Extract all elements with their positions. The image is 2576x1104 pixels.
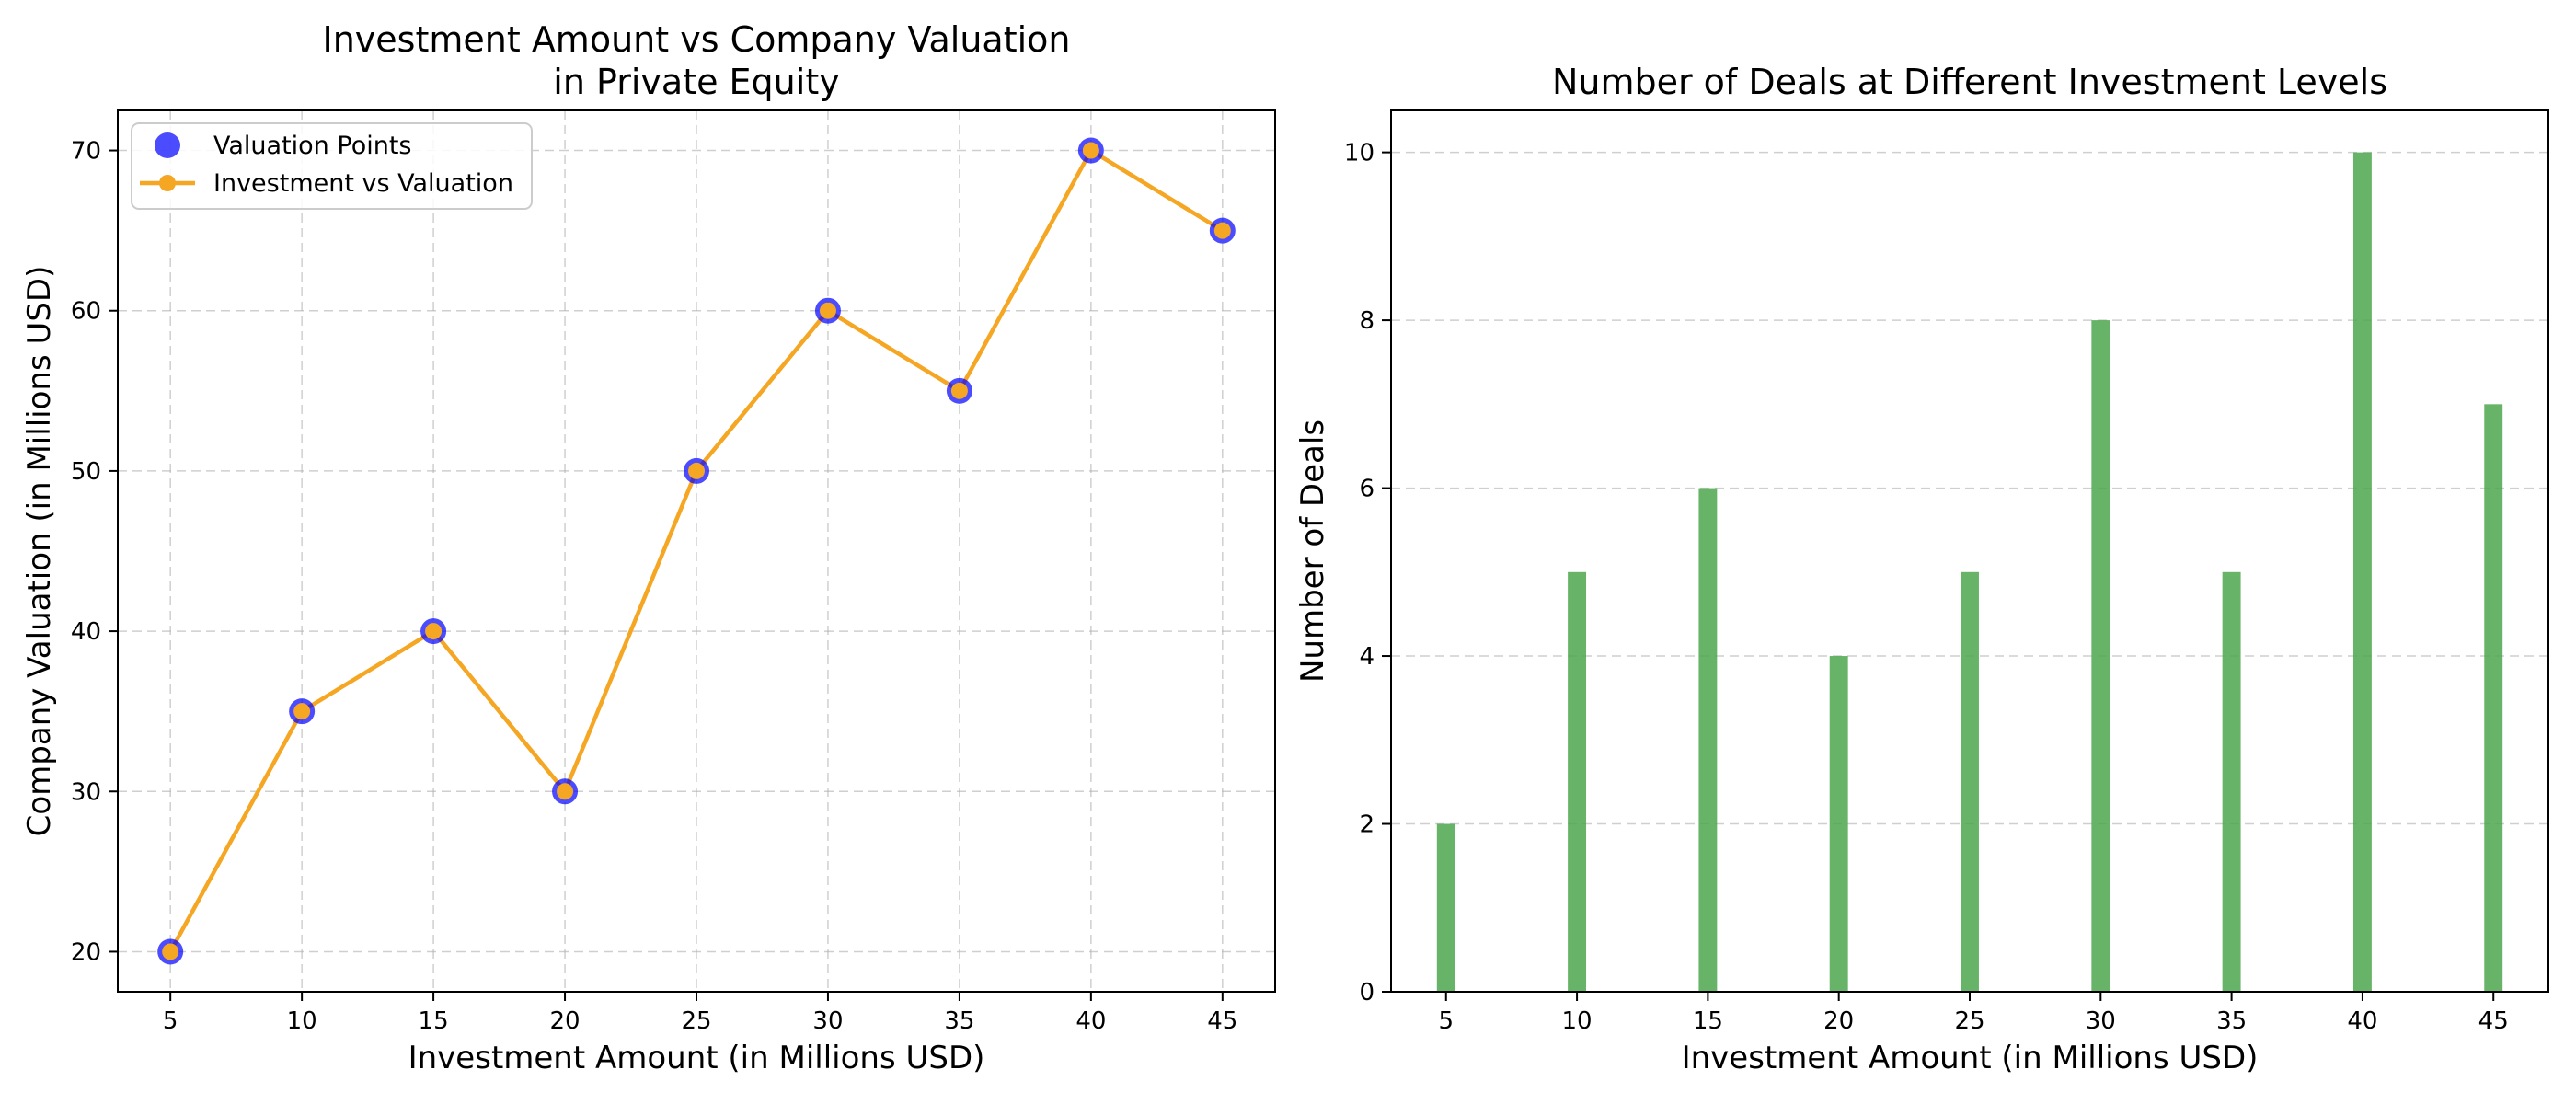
left-chart-legend: Valuation Points Investment vs Valuation (131, 122, 533, 210)
right-chart-x-ticks: 5 10 15 20 25 30 35 40 45 (1438, 992, 2509, 1035)
left-y-tick-label: 30 (71, 778, 101, 806)
right-x-tick-label: 10 (1562, 1007, 1593, 1035)
right-y-tick-label: 10 (1344, 140, 1374, 167)
right-x-tick-label: 15 (1693, 1007, 1723, 1035)
deal-count-bar (2352, 152, 2372, 993)
line-marker (1213, 222, 1231, 239)
valuation-points (157, 137, 1236, 965)
right-chart-axes-frame (1390, 109, 2549, 993)
line-marker (557, 783, 574, 800)
left-y-tick-label: 50 (71, 458, 101, 486)
right-chart-title: Number of Deals at Different Investment … (1552, 62, 2387, 102)
left-x-tick-label: 40 (1075, 1007, 1106, 1035)
left-x-tick-label: 45 (1207, 1007, 1237, 1035)
legend-investment-vs-valuation-label: Investment vs Valuation (213, 169, 513, 198)
left-chart-axes-frame (117, 109, 1276, 993)
deals-bar-chart: Number of Deals at Different Investment … (1294, 62, 2549, 1076)
legend-box (131, 122, 533, 210)
right-chart-bars (1436, 152, 2503, 993)
right-y-tick-label: 6 (1359, 476, 1374, 503)
legend-investment-vs-valuation-marker (159, 175, 176, 191)
deal-count-bar (2091, 320, 2110, 993)
deal-count-bar (1961, 571, 1979, 992)
legend-valuation-points-marker (155, 132, 180, 158)
left-x-tick-label: 30 (812, 1007, 843, 1035)
left-chart-x-ticks: 5 10 15 20 25 30 35 40 45 (163, 992, 1237, 1035)
left-x-tick-label: 25 (681, 1007, 711, 1035)
left-x-tick-label: 20 (549, 1007, 580, 1035)
line-marker (1082, 142, 1099, 159)
right-y-tick-label: 0 (1359, 979, 1374, 1006)
right-y-tick-label: 4 (1359, 643, 1374, 671)
right-x-tick-label: 30 (2086, 1007, 2116, 1035)
left-y-tick-label: 70 (71, 138, 101, 166)
right-x-tick-label: 35 (2216, 1007, 2247, 1035)
left-y-tick-label: 20 (71, 938, 101, 966)
left-chart-x-axis-label: Investment Amount (in Millions USD) (408, 1040, 985, 1076)
deal-count-bar (1436, 823, 1455, 992)
valuation-line-chart: Investment Amount vs Company Valuation i… (21, 19, 1276, 1076)
line-marker (425, 623, 443, 640)
line-marker (293, 703, 311, 720)
right-chart-y-ticks: 0 2 4 6 8 10 (1344, 140, 1391, 1006)
left-x-tick-label: 15 (419, 1007, 449, 1035)
left-chart-title-line-2: in Private Equity (553, 62, 839, 102)
legend-valuation-points-label: Valuation Points (213, 132, 412, 160)
right-x-tick-label: 40 (2347, 1007, 2377, 1035)
left-x-tick-label: 35 (944, 1007, 974, 1035)
right-x-tick-label: 45 (2478, 1007, 2509, 1035)
left-chart-y-axis-label: Company Valuation (in Millions USD) (21, 266, 58, 837)
right-x-tick-label: 25 (1954, 1007, 1984, 1035)
line-marker (819, 302, 836, 319)
deal-count-bar (2222, 571, 2241, 992)
left-chart-title-line-1: Investment Amount vs Company Valuation (323, 19, 1071, 60)
right-chart-y-axis-label: Number of Deals (1294, 420, 1331, 683)
right-y-tick-label: 2 (1359, 811, 1374, 839)
left-y-tick-label: 60 (71, 298, 101, 326)
left-x-tick-label: 5 (163, 1007, 178, 1035)
left-x-tick-label: 10 (287, 1007, 317, 1035)
line-marker (950, 382, 968, 399)
deal-count-bar (1568, 571, 1587, 992)
deal-count-bar (1698, 488, 1718, 992)
line-marker (688, 462, 705, 479)
right-y-tick-label: 8 (1359, 307, 1374, 335)
right-chart-x-axis-label: Investment Amount (in Millions USD) (1682, 1040, 2259, 1076)
line-marker (162, 943, 179, 960)
left-y-tick-label: 40 (71, 618, 101, 646)
deal-count-bar (1829, 656, 1848, 992)
deal-count-bar (2484, 404, 2503, 992)
right-x-tick-label: 20 (1823, 1007, 1854, 1035)
right-x-tick-label: 5 (1438, 1007, 1454, 1035)
left-chart-y-ticks: 20 30 40 50 60 70 (71, 138, 118, 966)
